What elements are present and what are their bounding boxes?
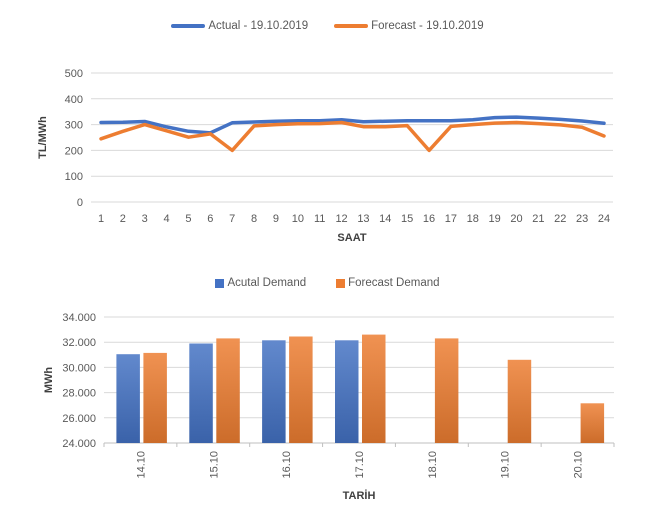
legend-label-forecast-demand: Forecast Demand xyxy=(348,277,440,289)
y-axis-tick-label: 26.000 xyxy=(62,413,96,425)
series-line-actual xyxy=(99,115,606,135)
demand-bar-chart: 24.000 26.000 28.000 30.000 32.000 34.000 14.1… xyxy=(0,255,655,511)
actual-bar-swatch xyxy=(215,278,225,288)
legend-label-actual-demand: Acutal Demand xyxy=(227,277,307,289)
x-axis-tick-label: 19.10 xyxy=(500,451,512,479)
y-axis-tick-label: 34.000 xyxy=(62,312,96,324)
y-axis-tick-label: 100 xyxy=(65,171,83,183)
y-axis-title: TL/MWh xyxy=(37,116,49,159)
x-axis-tick-label: 22 xyxy=(554,213,566,225)
bar-actual-17.10 xyxy=(335,340,359,443)
y-axis-tick-label: 400 xyxy=(65,94,83,106)
demand-chart-plot-area: 24.000 26.000 28.000 30.000 32.000 34.000 14.1… xyxy=(43,312,615,502)
y-axis-tick-label: 32.000 xyxy=(62,337,96,349)
price-line-chart: 0 100 200 300 400 500 1 2 3 4 5 6 7 8 9 10 11 12 13 14 15 16 1… xyxy=(0,0,655,255)
x-axis-tick-label: 19 xyxy=(489,213,501,225)
legend-item-forecast-demand: Forecast Demand xyxy=(336,277,440,289)
bar-forecast-19.10 xyxy=(507,359,532,443)
bar-forecast-18.10 xyxy=(434,338,459,443)
x-axis-tick-label: 10 xyxy=(292,213,304,225)
legend-label-actual-price: Actual - 19.10.2019 xyxy=(208,20,309,32)
y-axis-tick-label: 30.000 xyxy=(62,362,96,374)
legend-item-forecast-price: Forecast - 19.10.2019 xyxy=(334,20,484,32)
x-axis-tick-label: 23 xyxy=(576,213,588,225)
x-axis-tick-label: 21 xyxy=(532,213,544,225)
x-axis-tick-label: 15 xyxy=(401,213,413,225)
bar-forecast-16.10 xyxy=(289,336,313,443)
x-axis-tick-label: 18.10 xyxy=(427,451,439,479)
bar-forecast-20.10 xyxy=(580,403,605,443)
y-axis-tick-label: 0 xyxy=(77,197,83,209)
x-axis-tick-label: 14.10 xyxy=(135,451,147,479)
y-axis-tick-label: 300 xyxy=(65,120,83,132)
y-axis-tick-label: 500 xyxy=(65,68,83,80)
x-axis-tick-label: 12 xyxy=(335,213,347,225)
bar-actual-15.10 xyxy=(189,343,213,443)
bar-forecast-17.10 xyxy=(362,334,386,443)
x-axis-tick-label: 4 xyxy=(164,213,170,225)
x-axis-tick-label: 3 xyxy=(142,213,148,225)
x-axis-tick-label: 8 xyxy=(251,213,257,225)
bar-forecast-15.10 xyxy=(216,338,240,443)
y-axis-title: MWh xyxy=(43,367,55,394)
x-axis-tick-label: 11 xyxy=(314,213,325,225)
x-axis-tick-label: 14 xyxy=(379,213,391,225)
x-axis-tick-label: 5 xyxy=(185,213,191,225)
legend-item-actual-demand: Acutal Demand xyxy=(215,277,306,289)
x-axis-tick-label: 9 xyxy=(273,213,279,225)
legend-item-actual-price: Actual - 19.10.2019 xyxy=(171,20,308,32)
y-axis-tick-label: 24.000 xyxy=(62,438,96,450)
series-line-forecast xyxy=(99,120,606,153)
x-axis-tick-label: 16.10 xyxy=(281,451,293,479)
x-axis-tick-label: 17.10 xyxy=(354,451,366,479)
y-axis-tick-label: 28.000 xyxy=(62,388,96,400)
x-axis-tick-label: 1 xyxy=(98,213,104,225)
bar-actual-14.10 xyxy=(116,354,140,443)
x-axis-tick-label: 13 xyxy=(357,213,369,225)
x-axis-tick-label: 6 xyxy=(207,213,213,225)
actual-line-swatch xyxy=(171,23,206,29)
legend-label-forecast-price: Forecast - 19.10.2019 xyxy=(371,20,484,32)
x-axis-tick-label: 2 xyxy=(120,213,126,225)
x-axis-tick-label: 16 xyxy=(423,213,435,225)
x-axis-title: TARİH xyxy=(343,489,376,502)
demand-chart-legend: Acutal Demand Forecast Demand xyxy=(0,277,655,289)
bar-forecast-14.10 xyxy=(143,352,167,443)
x-axis-tick-label: 24 xyxy=(598,213,610,225)
bar-actual-16.10 xyxy=(262,340,286,443)
x-axis-tick-label: 15.10 xyxy=(208,451,220,479)
price-chart-legend: Actual - 19.10.2019 Forecast - 19.10.201… xyxy=(0,20,655,32)
x-axis-tick-label: 7 xyxy=(229,213,235,225)
x-axis-tick-label: 17 xyxy=(445,213,457,225)
forecast-line-swatch xyxy=(334,23,369,29)
x-axis-tick-label: 20.10 xyxy=(573,451,585,479)
y-axis-tick-label: 200 xyxy=(65,145,83,157)
x-axis-tick-label: 20 xyxy=(510,213,522,225)
x-axis-title: SAAT xyxy=(337,232,366,244)
x-axis-tick-label: 18 xyxy=(467,213,479,225)
forecast-bar-swatch xyxy=(336,278,346,288)
